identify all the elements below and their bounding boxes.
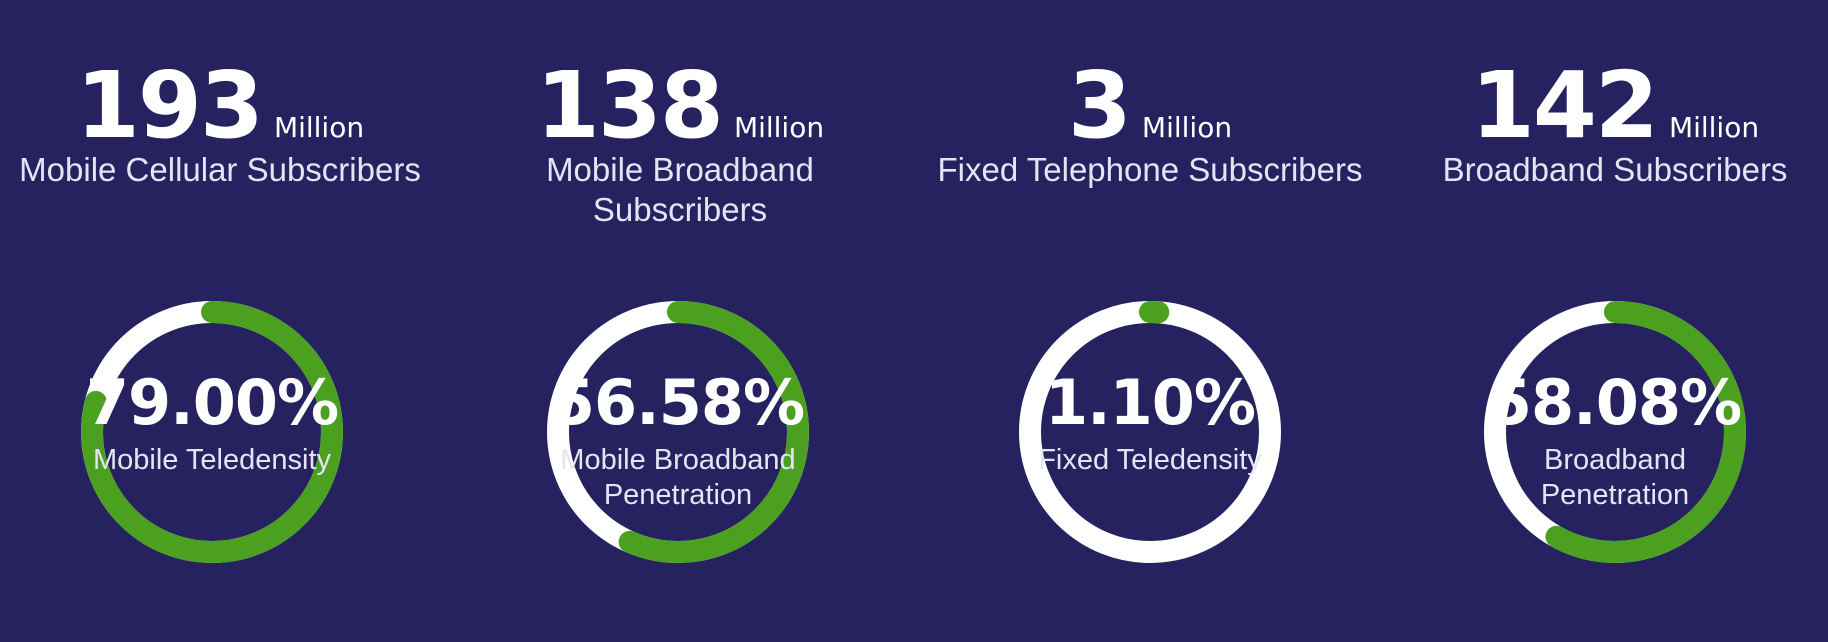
stat-card-fixed-telephone: 3 Million Fixed Telephone Subscribers 1.1… bbox=[930, 0, 1370, 642]
progress-ring-graphic bbox=[1484, 301, 1746, 563]
percent-value: 56.58% bbox=[551, 366, 805, 439]
stat-headline: 3 Million bbox=[930, 58, 1370, 154]
stat-card-mobile-cellular: 193 Million Mobile Cellular Subscribers 7… bbox=[0, 0, 440, 642]
ring-progress-arc bbox=[1484, 301, 1746, 563]
stat-label: Mobile Cellular Subscribers bbox=[19, 151, 421, 188]
gauge-center-text: 1.10% Fixed Teledensity bbox=[1000, 367, 1300, 478]
stat-unit: Million bbox=[733, 111, 825, 144]
stat-unit: Million bbox=[1141, 111, 1233, 144]
stat-label: Broadband Subscribers bbox=[1442, 151, 1788, 188]
gauge-center-text: 79.00% Mobile Teledensity bbox=[62, 367, 362, 478]
progress-ring-graphic bbox=[1019, 301, 1281, 563]
percent-value: 58.08% bbox=[1488, 366, 1742, 439]
stat-unit: Million bbox=[1668, 111, 1760, 144]
percent-value: 79.00% bbox=[85, 366, 339, 439]
gauge-center-text: 58.08% Broadband Penetration bbox=[1465, 367, 1765, 513]
progress-ring: 58.08% Broadband Penetration bbox=[1455, 272, 1775, 592]
stat-headline: 193 Million bbox=[0, 58, 440, 154]
stat-label: Fixed Telephone Subscribers bbox=[937, 151, 1363, 188]
percent-caption: Fixed Teledensity bbox=[1038, 444, 1262, 476]
progress-ring: 79.00% Mobile Teledensity bbox=[52, 272, 372, 592]
stat-value: 3 bbox=[1067, 52, 1132, 159]
stat-card-mobile-broadband: 138 Million Mobile Broadband Subscribers … bbox=[460, 0, 900, 642]
stat-value: 142 bbox=[1470, 52, 1659, 159]
progress-ring: 1.10% Fixed Teledensity bbox=[990, 272, 1310, 592]
stat-headline: 142 Million bbox=[1395, 58, 1828, 154]
percent-value: 1.10% bbox=[1044, 366, 1256, 439]
percent-caption: Mobile Teledensity bbox=[92, 444, 332, 476]
progress-ring: 56.58% Mobile Broadband Penetration bbox=[518, 272, 838, 592]
stat-card-broadband: 142 Million Broadband Subscribers 58.08% … bbox=[1395, 0, 1828, 642]
stat-value: 138 bbox=[535, 52, 724, 159]
ring-progress-arc bbox=[547, 301, 809, 563]
progress-ring-graphic bbox=[547, 301, 809, 563]
percent-caption: Mobile Broadband Penetration bbox=[560, 444, 796, 511]
gauge-center-text: 56.58% Mobile Broadband Penetration bbox=[528, 367, 828, 513]
ring-progress-arc bbox=[1019, 301, 1281, 563]
ring-progress-arc bbox=[81, 301, 343, 563]
stat-value: 193 bbox=[75, 52, 264, 159]
progress-ring-graphic bbox=[81, 301, 343, 563]
percent-caption: Broadband Penetration bbox=[1540, 444, 1690, 511]
stat-label: Mobile Broadband Subscribers bbox=[546, 151, 814, 228]
stat-unit: Million bbox=[273, 111, 365, 144]
stat-headline: 138 Million bbox=[460, 58, 900, 154]
